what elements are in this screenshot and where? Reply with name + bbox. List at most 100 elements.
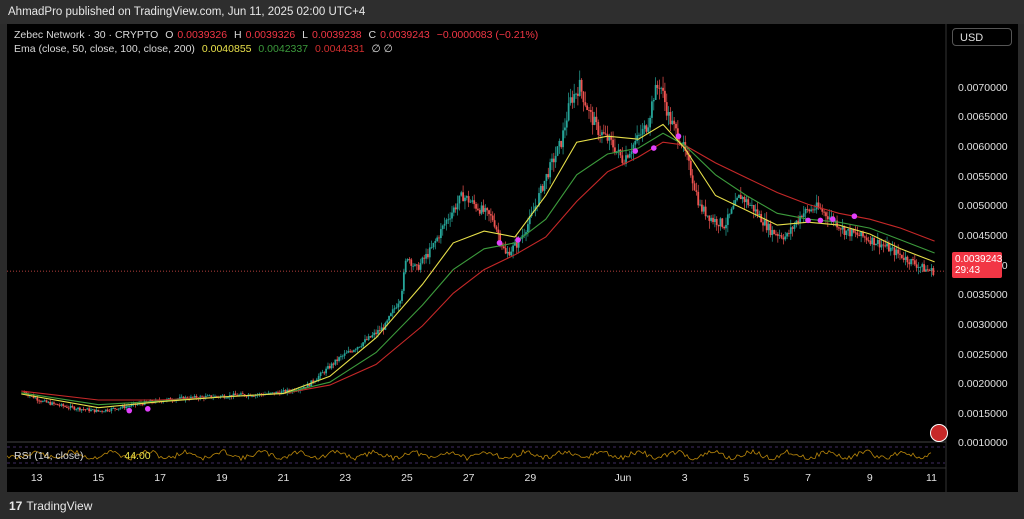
candle-body: [638, 134, 640, 136]
candle-body: [649, 117, 651, 128]
rsi-legend: RSI (14, close) 44.00: [14, 450, 151, 462]
candle-body: [884, 245, 887, 247]
candle-body: [910, 259, 913, 265]
candle-body: [732, 205, 735, 209]
candle-body: [349, 350, 352, 352]
candle-body: [895, 249, 898, 256]
signal-marker: [632, 148, 639, 154]
candle-body: [539, 185, 542, 194]
rsi-value: 44.00: [124, 450, 151, 462]
candle-body: [719, 218, 722, 227]
candle-body: [356, 347, 359, 350]
price-chart[interactable]: [7, 24, 1018, 492]
x-tick-label: Jun: [614, 472, 632, 484]
candle-body: [786, 233, 788, 237]
candle-body: [886, 243, 888, 247]
candle-body: [601, 132, 603, 136]
candle-body: [784, 236, 787, 240]
candle-body: [776, 234, 779, 236]
candle-body: [178, 397, 181, 399]
candle-body: [908, 262, 911, 265]
candle-body: [765, 219, 768, 231]
x-tick-label: 7: [805, 472, 811, 484]
candle-body: [358, 346, 361, 348]
candle-body: [645, 125, 648, 132]
footer-bar: [0, 492, 1024, 519]
candle-body: [693, 183, 696, 191]
candle-body: [328, 366, 331, 369]
candle-body: [430, 247, 433, 249]
candle-body: [86, 408, 89, 410]
candle-body: [725, 224, 727, 229]
ema-label: Ema (close, 50, close, 100, close, 200): [14, 43, 195, 55]
open-value: 0.0039326: [177, 29, 228, 41]
candle-body: [280, 391, 283, 395]
low-value: 0.0039238: [311, 29, 362, 41]
candle-body: [456, 203, 459, 210]
candle-body: [127, 406, 129, 408]
candle-body: [360, 345, 363, 347]
candle-body: [464, 197, 466, 202]
candle-body: [863, 236, 866, 238]
candle-body: [850, 229, 853, 237]
candle-body: [414, 264, 416, 266]
x-tick-label: 21: [277, 472, 290, 484]
high-label: H: [233, 29, 242, 41]
candle-body: [860, 231, 863, 237]
tradingview-logo[interactable]: 17 TradingView: [9, 499, 92, 513]
candle-body: [302, 386, 305, 389]
candle-body: [458, 195, 461, 204]
x-tick-label: 5: [743, 472, 750, 484]
candle-body: [245, 395, 248, 397]
candle-body: [273, 392, 276, 395]
candle-body: [771, 230, 774, 236]
candle-body: [284, 390, 287, 393]
candle-body: [508, 251, 511, 256]
candle-body: [514, 242, 516, 246]
candle-body: [439, 229, 442, 238]
candle-body: [756, 209, 759, 216]
candle-body: [826, 216, 829, 220]
candle-body: [541, 185, 544, 191]
candle-body: [95, 409, 98, 413]
ema-extra: ∅ ∅: [371, 43, 393, 55]
symbol-legend: Zebec Network · 30 · CRYPTO O 0.0039326 H…: [14, 29, 542, 41]
us-flag-icon[interactable]: [930, 424, 948, 442]
y-tick-label: 0.0045000: [958, 229, 1008, 242]
candle-body: [308, 383, 311, 387]
candle-body: [836, 220, 838, 228]
candle-body: [67, 407, 70, 409]
candle-body: [365, 339, 368, 341]
candle-body: [767, 223, 770, 231]
candle-body: [839, 228, 842, 230]
candle-body: [180, 396, 183, 398]
ema50-value: 0.0040855: [201, 43, 252, 55]
candle-body: [182, 396, 185, 400]
candle-body: [452, 207, 455, 213]
candle-body: [728, 213, 731, 215]
candle-body: [393, 308, 396, 310]
candle-body: [899, 253, 901, 255]
candle-body: [923, 264, 925, 272]
candle-body: [904, 256, 907, 260]
candle-body: [845, 230, 848, 236]
candle-body: [201, 396, 203, 398]
candle-body: [475, 204, 477, 209]
high-value: 0.0039326: [245, 29, 296, 41]
candle-body: [269, 392, 272, 394]
candle-body: [399, 301, 402, 304]
candle-body: [378, 330, 381, 331]
candle-body: [689, 160, 692, 176]
currency-button[interactable]: USD: [952, 28, 1012, 46]
candle-body: [319, 372, 322, 376]
candle-body: [928, 270, 931, 271]
candle-body: [334, 359, 337, 365]
candle-body: [438, 237, 440, 239]
y-tick-label: 0.0015000: [958, 407, 1008, 420]
candle-body: [54, 403, 57, 405]
candle-body: [626, 155, 629, 158]
y-tick-label: 0.0010000: [958, 437, 1008, 450]
candle-body: [751, 205, 753, 206]
close-label: C: [368, 29, 377, 41]
candle-body: [354, 349, 357, 351]
